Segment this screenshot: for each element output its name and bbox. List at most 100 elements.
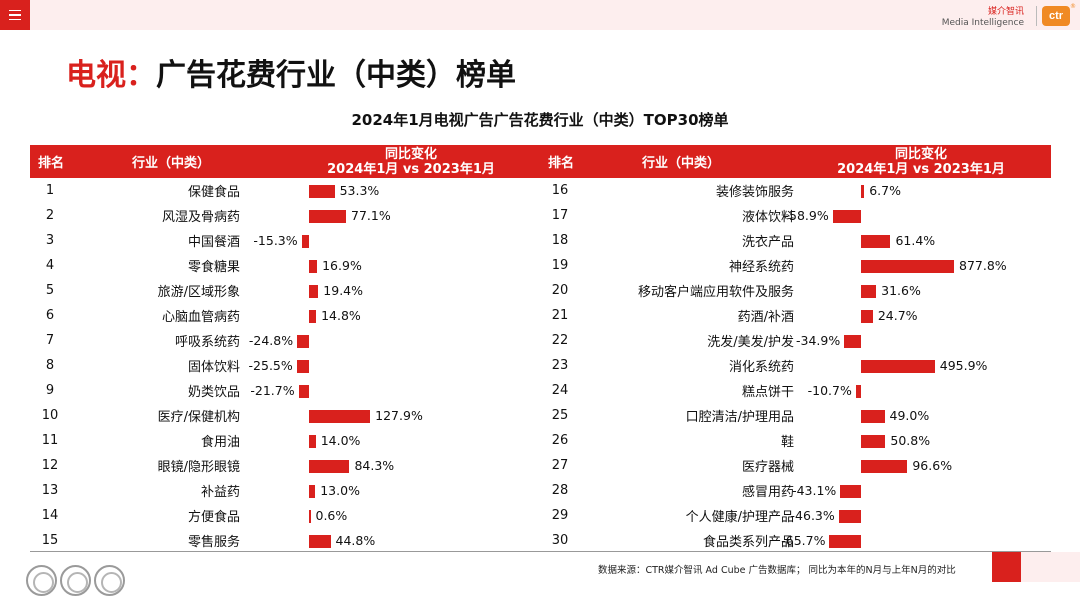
change-value: 495.9%: [939, 358, 988, 373]
table-row: 23 消化系统药 495.9%: [0, 353, 1080, 378]
rank-cell: 15: [41, 533, 59, 548]
table-row: 22 洗发/美发/护发 -34.9%: [0, 328, 1080, 353]
rank-cell: 26: [551, 433, 569, 448]
industry-cell: 食用油: [200, 435, 240, 450]
change-bar: [309, 410, 371, 423]
rank-cell: 7: [45, 333, 55, 348]
table-row: 17 液体饮料 -58.9%: [0, 203, 1080, 228]
table-row: 4 零食糖果 16.9%: [0, 253, 1080, 278]
rank-cell: 3: [45, 233, 55, 248]
header-rank-left: 排名: [38, 156, 65, 171]
table-row: 30 食品类系列产品 -65.7%: [0, 528, 1080, 553]
change-value: 14.0%: [320, 433, 361, 448]
change-bar: [309, 285, 319, 298]
rank-cell: 30: [551, 533, 569, 548]
change-bar: [829, 535, 861, 548]
data-source-note: 数据来源：CTR媒介智讯 Ad Cube 广告数据库； 同比为本年的N月与上年N…: [598, 565, 956, 576]
change-bar: [832, 210, 861, 223]
industry-cell: 消化系统药: [728, 360, 794, 375]
sgs-badge-icon: [26, 565, 57, 596]
table-row: 15 零售服务 44.8%: [0, 528, 1080, 553]
industry-cell: 中国餐酒: [187, 235, 240, 250]
brand-name-cn: 媒介智讯: [987, 7, 1024, 17]
rank-cell: 22: [551, 333, 569, 348]
change-bar: [861, 310, 873, 323]
page-title: 电视：广告花费行业（中类）榜单: [66, 50, 516, 94]
table-row: 16 装修装饰服务 6.7%: [0, 178, 1080, 203]
change-bar: [309, 535, 331, 548]
rank-cell: 21: [551, 308, 569, 323]
rank-cell: 23: [551, 358, 569, 373]
header-industry-left: 行业（中类）: [132, 156, 211, 171]
table-row: 28 感冒用药 -43.1%: [0, 478, 1080, 503]
table-row: 11 食用油 14.0%: [0, 428, 1080, 453]
industry-cell: 神经系统药: [728, 260, 794, 275]
sgs-badge-icon: [94, 565, 125, 596]
table-row: 26 鞋 50.8%: [0, 428, 1080, 453]
rank-cell: 19: [551, 258, 569, 273]
industry-cell: 洗发/美发/护发: [707, 335, 794, 350]
rank-cell: 20: [551, 283, 569, 298]
industry-cell: 零食糖果: [187, 260, 240, 275]
change-value: 44.8%: [335, 533, 376, 548]
table-row: 7 呼吸系统药 -24.8%: [0, 328, 1080, 353]
change-value: 14.8%: [321, 308, 361, 323]
industry-cell: 眼镜/隐形眼镜: [157, 460, 240, 475]
rank-cell: 13: [41, 483, 59, 498]
industry-cell: 补益药: [200, 485, 240, 500]
rank-cell: 28: [551, 483, 569, 498]
change-bar: [297, 335, 309, 348]
change-value: -10.7%: [807, 383, 852, 398]
industry-cell: 装修装饰服务: [715, 185, 794, 200]
brand-text: 媒介智讯 Media Intelligence: [942, 7, 1024, 29]
footer-red-block: [992, 552, 1021, 582]
industry-cell: 奶类饮品: [187, 385, 240, 400]
header-rank-right: 排名: [548, 156, 575, 171]
change-value: 6.7%: [869, 183, 901, 198]
header-change-left: 同比变化 2024年1月 vs 2023年1月: [326, 145, 496, 178]
industry-cell: 呼吸系统药: [174, 335, 240, 350]
table-bottom-rule: [30, 551, 1051, 552]
registered-mark: ®: [1070, 3, 1076, 10]
industry-cell: 液体饮料: [741, 210, 794, 225]
table-row: 19 神经系统药 877.8%: [0, 253, 1080, 278]
rank-cell: 18: [551, 233, 569, 248]
change-bar: [309, 260, 318, 273]
change-bar: [861, 460, 908, 473]
header-change-left-line2: 2024年1月 vs 2023年1月: [327, 161, 495, 177]
industry-cell: 感冒用药: [741, 485, 794, 500]
industry-cell: 保健食品: [187, 185, 240, 200]
industry-cell: 洗衣产品: [741, 235, 794, 250]
change-bar: [309, 460, 350, 473]
change-value: 31.6%: [881, 283, 921, 298]
change-bar: [861, 360, 935, 373]
rank-cell: 27: [551, 458, 569, 473]
header-change-right-line1: 同比变化: [894, 146, 947, 162]
table-row: 6 心脑血管病药 14.8%: [0, 303, 1080, 328]
table-row: 8 固体饮料 -25.5%: [0, 353, 1080, 378]
change-bar: [309, 510, 311, 523]
industry-cell: 口腔清洁/护理用品: [685, 410, 794, 425]
change-value: -43.1%: [792, 483, 837, 498]
change-bar: [838, 510, 861, 523]
header-change-right: 同比变化 2024年1月 vs 2023年1月: [836, 145, 1006, 178]
industry-cell: 鞋: [780, 435, 794, 450]
table-row: 10 医疗/保健机构 127.9%: [0, 403, 1080, 428]
change-value: 16.9%: [322, 258, 362, 273]
industry-cell: 药酒/补酒: [737, 310, 794, 325]
table-row: 21 药酒/补酒 24.7%: [0, 303, 1080, 328]
table-row: 20 移动客户端应用软件及服务 31.6%: [0, 278, 1080, 303]
rank-cell: 6: [45, 308, 55, 323]
industry-cell: 个人健康/护理产品: [685, 510, 794, 525]
table-row: 12 眼镜/隐形眼镜 84.3%: [0, 453, 1080, 478]
rank-cell: 12: [41, 458, 59, 473]
top-bar: 媒介智讯 Media Intelligence ctr ®: [0, 0, 1080, 30]
industry-cell: 医疗/保健机构: [157, 410, 240, 425]
brand-name-en: Media Intelligence: [941, 18, 1024, 28]
industry-cell: 固体饮料: [187, 360, 240, 375]
rank-cell: 11: [41, 433, 59, 448]
table-header: 排名 行业（中类） 同比变化 2024年1月 vs 2023年1月 排名 行业（…: [30, 145, 1051, 178]
change-value: 24.7%: [877, 308, 918, 323]
change-bar: [309, 185, 335, 198]
menu-icon[interactable]: [0, 0, 30, 30]
